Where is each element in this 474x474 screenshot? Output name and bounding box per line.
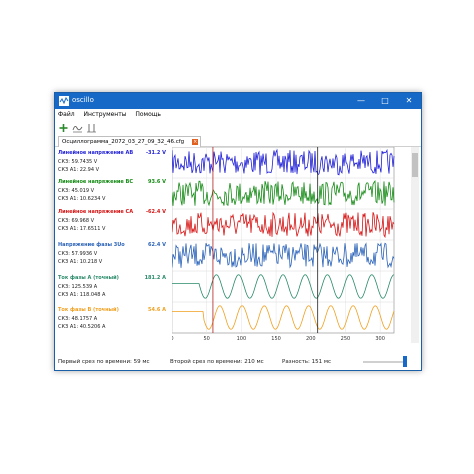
compare-icon[interactable]: [72, 123, 83, 133]
channel-name: Ток фазы B (точный): [58, 307, 119, 313]
channel-value: -31.2 V: [145, 150, 166, 156]
trace-line: [172, 305, 395, 330]
x-tick-label: 200: [306, 336, 316, 342]
channel-value: 54.6 A: [148, 307, 166, 313]
channel-rms-a1: СКЗ А1: 10.6234 V: [58, 196, 106, 202]
channel-rms-a1: СКЗ А1: 118.048 A: [58, 292, 106, 298]
trace-line: [172, 148, 395, 176]
channel-rms-a1: СКЗ А1: 40.5206 A: [58, 324, 106, 330]
x-tick-label: 150: [271, 336, 281, 342]
channel-value: 181.2 A: [144, 275, 166, 281]
channel-rms: СКЗ: 69.968 V: [58, 218, 95, 224]
channel-rms: СКЗ: 57.9936 V: [58, 251, 98, 257]
tab-bar: Осциллограмма_2072_03_27_09_32_46.cfg ×: [55, 135, 421, 147]
first-cut-label: Первый срез по времени: 59 мс: [58, 359, 150, 365]
cursor-icon[interactable]: [86, 123, 97, 133]
status-bar: Первый срез по времени: 59 мс Второй сре…: [55, 355, 421, 369]
second-cut-label: Второй срез по времени: 210 мс: [170, 359, 264, 365]
channel-value: 62.4 V: [148, 242, 166, 248]
x-tick-label: 50: [204, 336, 210, 342]
oscillogram-plot[interactable]: 0 50 100 150 200 250 300: [172, 147, 408, 343]
open-icon[interactable]: [58, 123, 69, 133]
tab-oscillogram[interactable]: Осциллограмма_2072_03_27_09_32_46.cfg ×: [58, 136, 202, 147]
channel-name: Линейное напряжение CA: [58, 209, 134, 215]
zoom-slider-track[interactable]: [363, 361, 403, 363]
channel-rms: СКЗ: 45.019 V: [58, 188, 95, 194]
channel-rms-a1: СКЗ А1: 10.218 V: [58, 259, 103, 265]
trace-line: [172, 179, 395, 207]
channel-name: Линейное напряжение BC: [58, 179, 134, 185]
x-tick-label: 300: [375, 336, 385, 342]
channel-name: Ток фазы A (точный): [58, 275, 119, 281]
menu-help[interactable]: Помощь: [135, 111, 161, 118]
toolbar: [55, 121, 421, 135]
content-area: Линейное напряжение AB -31.2 V СКЗ: 59.7…: [55, 147, 421, 355]
tab-close-icon[interactable]: ×: [192, 139, 199, 145]
vertical-scrollbar[interactable]: [411, 147, 419, 343]
menu-tools[interactable]: Инструменты: [83, 111, 127, 118]
channel-name: Напряжение фазы 3Uo: [58, 242, 125, 248]
trace-line: [172, 242, 395, 269]
menu-file[interactable]: Файл: [58, 111, 75, 118]
channel-value: 93.6 V: [148, 179, 166, 185]
channel-rms: СКЗ: 59.7435 V: [58, 159, 98, 165]
x-tick-label: 250: [341, 336, 351, 342]
channel-rms-a1: СКЗ А1: 22.94 V: [58, 167, 100, 173]
trace-line: [172, 211, 395, 239]
trace-line: [172, 274, 395, 299]
title-bar: oscillo — □ ✕: [55, 93, 421, 109]
zoom-slider-thumb[interactable]: [403, 356, 407, 367]
channel-rms: СКЗ: 125.539 A: [58, 284, 98, 290]
scrollbar-thumb[interactable]: [412, 153, 418, 177]
tab-label: Осциллограмма_2072_03_27_09_32_46.cfg: [62, 139, 185, 145]
window-title: oscillo: [72, 96, 94, 104]
x-tick-label: 0: [172, 336, 174, 342]
minimize-icon[interactable]: —: [357, 96, 365, 105]
channel-name: Линейное напряжение AB: [58, 150, 134, 156]
app-icon: [59, 96, 69, 106]
channel-rms-a1: СКЗ А1: 17.6511 V: [58, 226, 106, 232]
menu-bar: Файл Инструменты Помощь: [55, 109, 421, 121]
close-icon[interactable]: ✕: [405, 96, 413, 105]
app-window: oscillo — □ ✕ Файл Инструменты Помощь Ос…: [54, 92, 422, 371]
x-tick-label: 100: [237, 336, 247, 342]
difference-label: Разность: 151 мс: [282, 359, 332, 365]
maximize-icon[interactable]: □: [381, 96, 389, 105]
channel-value: -62.4 V: [145, 209, 166, 215]
channel-rms: СКЗ: 48.1757 A: [58, 316, 98, 322]
